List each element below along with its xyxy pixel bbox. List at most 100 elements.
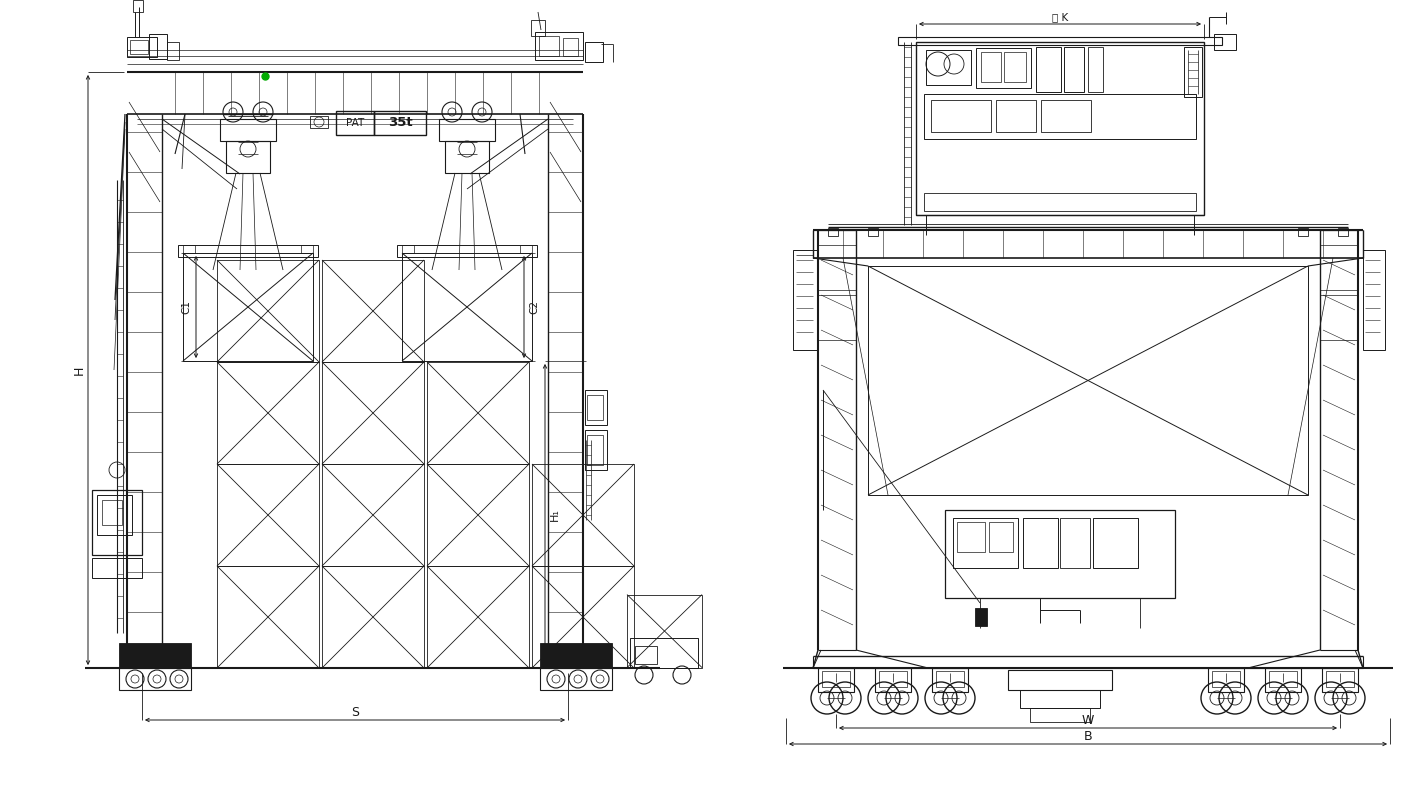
Bar: [975, 608, 986, 626]
Bar: [1087, 47, 1103, 92]
Bar: [586, 395, 603, 420]
Text: C1: C1: [181, 300, 191, 314]
Bar: [535, 32, 584, 60]
Text: 35t: 35t: [387, 116, 412, 130]
Bar: [167, 42, 180, 60]
Bar: [1298, 228, 1308, 236]
Bar: [1208, 668, 1244, 692]
Bar: [1093, 518, 1138, 568]
Bar: [585, 390, 607, 425]
Bar: [427, 566, 529, 668]
Bar: [932, 668, 968, 692]
Bar: [880, 671, 906, 687]
Bar: [93, 490, 142, 555]
Bar: [302, 245, 313, 253]
Bar: [875, 668, 911, 692]
Bar: [868, 266, 1308, 495]
Bar: [1326, 671, 1354, 687]
Bar: [375, 111, 427, 135]
Bar: [925, 94, 1195, 139]
Bar: [445, 141, 490, 173]
Bar: [102, 500, 122, 525]
Bar: [946, 510, 1174, 598]
Bar: [1320, 245, 1358, 290]
Bar: [1035, 47, 1061, 92]
Text: 跡 K: 跡 K: [1052, 12, 1068, 22]
Bar: [953, 518, 1019, 568]
Bar: [439, 119, 495, 141]
Bar: [996, 100, 1035, 132]
Bar: [936, 671, 964, 687]
Bar: [1023, 518, 1058, 568]
Bar: [130, 40, 147, 54]
Bar: [1320, 295, 1358, 340]
Bar: [630, 638, 699, 668]
Bar: [1266, 668, 1301, 692]
Bar: [585, 42, 603, 62]
Bar: [521, 245, 532, 253]
Bar: [989, 522, 1013, 552]
Bar: [403, 245, 414, 253]
Bar: [133, 0, 143, 12]
Bar: [793, 250, 818, 350]
Bar: [828, 228, 838, 236]
Bar: [627, 594, 702, 667]
Bar: [217, 464, 318, 566]
Bar: [128, 37, 157, 57]
Text: S: S: [351, 705, 359, 719]
Bar: [818, 668, 854, 692]
Bar: [1362, 250, 1385, 350]
Text: H: H: [73, 365, 86, 375]
Bar: [916, 42, 1204, 215]
Bar: [1020, 690, 1100, 708]
Bar: [981, 52, 1000, 82]
Bar: [217, 566, 318, 668]
Bar: [1338, 228, 1348, 236]
Text: C2: C2: [529, 300, 539, 314]
Bar: [220, 119, 276, 141]
Bar: [539, 36, 558, 56]
Bar: [182, 245, 195, 253]
Bar: [818, 245, 856, 290]
Bar: [397, 245, 537, 257]
Bar: [1184, 47, 1202, 97]
Bar: [925, 193, 1195, 211]
Bar: [217, 362, 318, 464]
Bar: [119, 668, 191, 690]
Bar: [310, 116, 328, 128]
Bar: [532, 566, 634, 668]
Bar: [1041, 100, 1092, 132]
Text: PAT: PAT: [347, 118, 365, 128]
Text: W: W: [1082, 715, 1094, 727]
Bar: [932, 100, 991, 132]
Bar: [926, 50, 971, 85]
Bar: [97, 495, 132, 535]
Bar: [427, 362, 529, 464]
Text: H₁: H₁: [550, 508, 560, 521]
Bar: [586, 435, 603, 465]
Bar: [1268, 671, 1296, 687]
Bar: [1061, 518, 1090, 568]
Bar: [427, 464, 529, 566]
Bar: [563, 38, 578, 56]
Bar: [217, 260, 318, 362]
Bar: [1005, 52, 1026, 82]
Bar: [1322, 668, 1358, 692]
Text: B: B: [1083, 730, 1093, 744]
Bar: [530, 20, 544, 36]
Bar: [868, 228, 878, 236]
Bar: [636, 646, 657, 664]
Bar: [976, 48, 1031, 88]
Bar: [226, 141, 269, 173]
Bar: [119, 643, 191, 668]
Bar: [822, 671, 850, 687]
Bar: [178, 245, 318, 257]
Bar: [149, 34, 167, 59]
Bar: [323, 464, 424, 566]
Bar: [898, 37, 1222, 45]
Bar: [182, 253, 313, 361]
Bar: [532, 464, 634, 566]
Bar: [818, 295, 856, 340]
Bar: [540, 668, 612, 690]
Bar: [540, 643, 612, 668]
